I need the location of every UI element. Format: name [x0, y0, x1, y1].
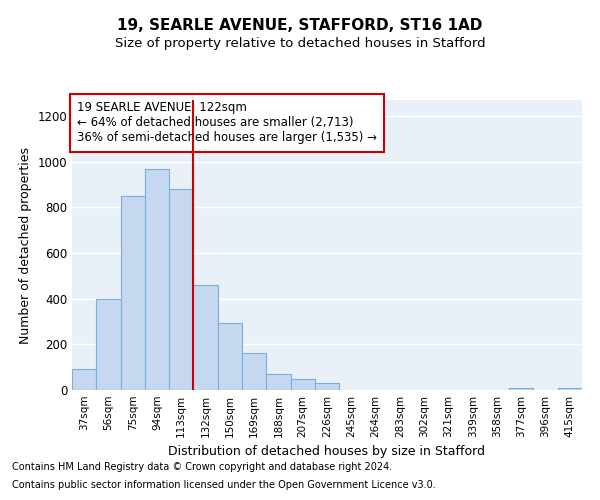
Bar: [218, 322, 242, 390]
Y-axis label: Number of detached properties: Number of detached properties: [19, 146, 32, 344]
Bar: [266, 374, 290, 390]
Bar: [509, 388, 533, 390]
Text: Size of property relative to detached houses in Stafford: Size of property relative to detached ho…: [115, 38, 485, 51]
Bar: [558, 388, 582, 390]
Text: 19 SEARLE AVENUE: 122sqm
← 64% of detached houses are smaller (2,713)
36% of sem: 19 SEARLE AVENUE: 122sqm ← 64% of detach…: [77, 102, 377, 144]
Bar: [169, 189, 193, 390]
Bar: [315, 382, 339, 390]
X-axis label: Distribution of detached houses by size in Stafford: Distribution of detached houses by size …: [169, 446, 485, 458]
Bar: [290, 378, 315, 390]
Text: 19, SEARLE AVENUE, STAFFORD, ST16 1AD: 19, SEARLE AVENUE, STAFFORD, ST16 1AD: [118, 18, 482, 32]
Text: Contains HM Land Registry data © Crown copyright and database right 2024.: Contains HM Land Registry data © Crown c…: [12, 462, 392, 472]
Bar: [193, 285, 218, 390]
Bar: [242, 354, 266, 390]
Bar: [121, 196, 145, 390]
Text: Contains public sector information licensed under the Open Government Licence v3: Contains public sector information licen…: [12, 480, 436, 490]
Bar: [72, 370, 96, 390]
Bar: [96, 298, 121, 390]
Bar: [145, 168, 169, 390]
